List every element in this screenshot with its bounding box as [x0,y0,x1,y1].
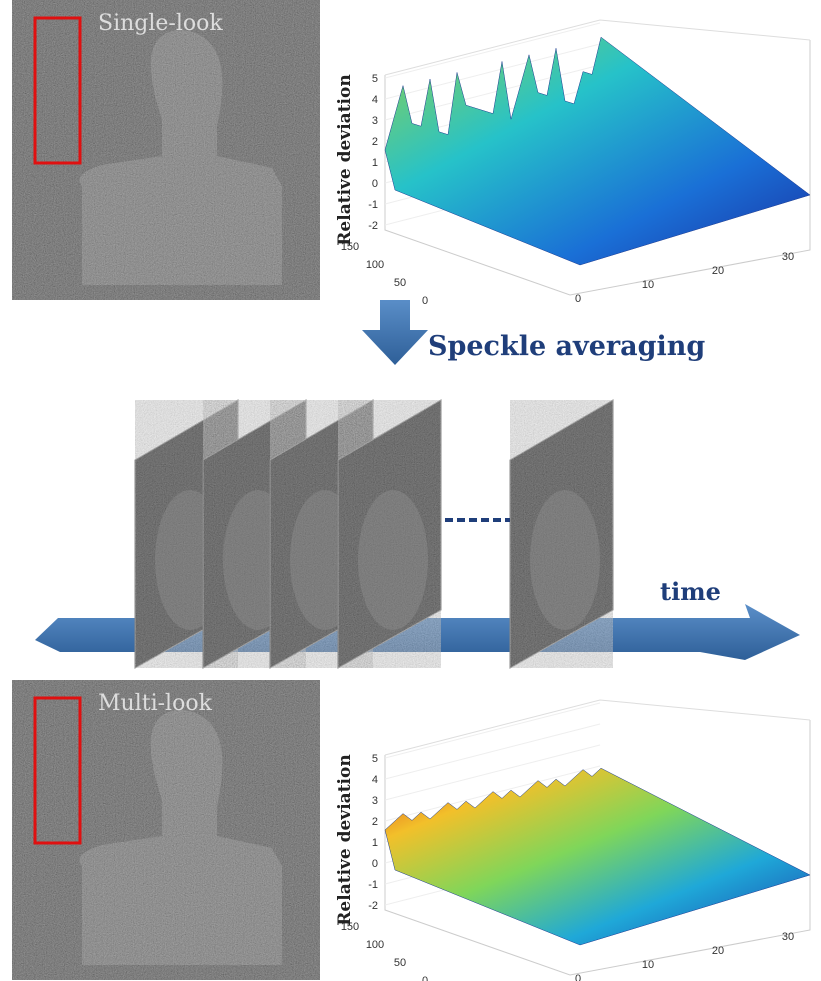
z-tick-label: 4 [372,94,378,106]
z-tick-label: -2 [368,900,378,912]
frame-noise [510,400,613,668]
x-tick-label: 10 [642,959,654,971]
step-label: Speckle averaging [428,331,705,362]
z-tick-label: -2 [368,220,378,232]
grid-line [384,64,601,121]
z-tick-label: 0 [372,178,378,190]
z-tick-label: 5 [372,753,378,765]
frame-stack [134,399,614,669]
z-tick-label: 2 [372,816,378,828]
y-tick-label: 150 [341,921,359,933]
z-tick-label: 0 [372,858,378,870]
frame-bust [530,490,600,630]
plot-frame [384,19,811,76]
x-tick-label: 20 [712,265,724,277]
grid-line [384,43,601,100]
x-tick-label: 20 [712,945,724,957]
z-tick-label: 4 [372,774,378,786]
grid-line [384,723,601,780]
plot-frame [384,699,811,756]
image-label: Multi-look [98,691,213,716]
z-axis-label: Relative deviation [335,754,355,925]
y-tick-label: 100 [366,259,384,271]
grid-line [384,702,601,759]
x-tick-label: 10 [642,279,654,291]
grid-line [384,22,601,79]
y-tick-label: 150 [341,241,359,253]
plot-frame [384,40,811,296]
y-tick-label: 100 [366,939,384,951]
x-tick-label: 30 [782,931,794,943]
x-tick-label: 0 [575,973,581,981]
z-tick-label: -1 [368,879,378,891]
z-tick-label: 3 [372,115,378,127]
time-label: time [660,577,721,606]
y-tick-label: 0 [422,295,428,307]
photo-noise [12,680,320,980]
image-label: Single-look [98,11,223,36]
frame-noise [338,400,441,668]
z-tick-label: -1 [368,199,378,211]
down-arrow [362,298,428,365]
z-tick-label: 2 [372,136,378,148]
roi-box [33,16,82,165]
y-tick-label: 50 [394,277,406,289]
x-tick-label: 0 [575,293,581,305]
z-tick-label: 5 [372,73,378,85]
plot-frame [384,720,811,976]
surface [384,36,811,266]
z-tick-label: 1 [372,157,378,169]
surface [384,767,811,946]
x-tick-label: 30 [782,251,794,263]
frame-bust [358,490,428,630]
z-tick-label: 3 [372,795,378,807]
y-tick-label: 50 [394,957,406,969]
grid-line [384,744,601,801]
z-axis-label: Relative deviation [335,74,355,245]
roi-box [33,696,82,845]
photo-noise [12,0,320,300]
y-tick-label: 0 [422,975,428,981]
z-tick-label: 1 [372,837,378,849]
